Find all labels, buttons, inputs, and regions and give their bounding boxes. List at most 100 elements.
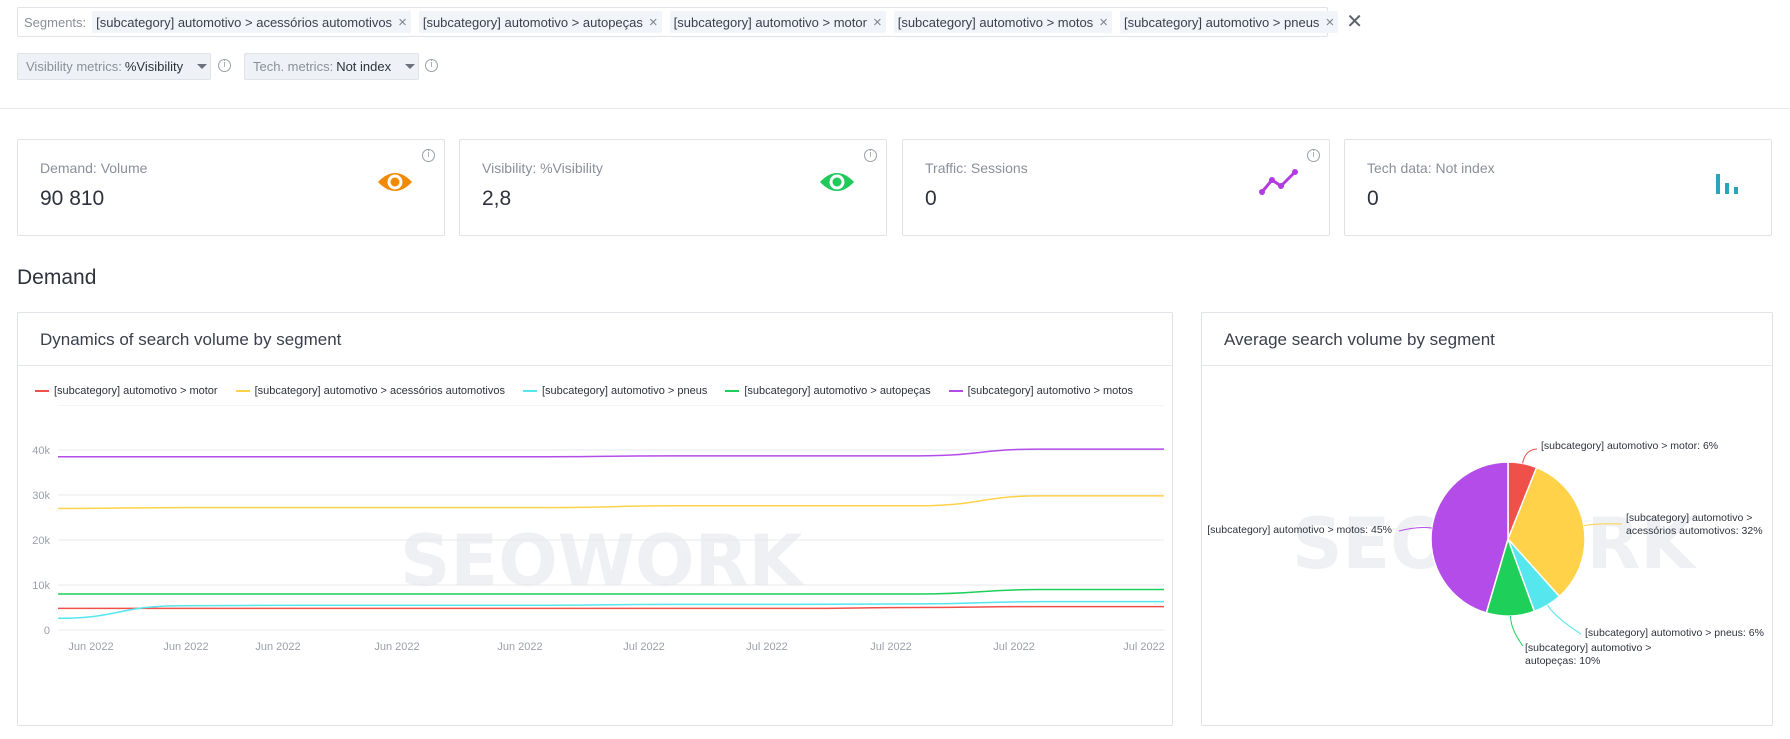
eye-icon <box>378 173 412 191</box>
kpi-label: Demand: Volume <box>40 160 148 176</box>
y-tick-label: 0 <box>44 625 50 637</box>
leader-line <box>1547 604 1582 635</box>
tech-metrics-select[interactable]: Tech. metrics: Not index <box>244 53 419 80</box>
kpi-card-traffic: i Traffic: Sessions 0 <box>902 139 1330 236</box>
info-icon[interactable]: i <box>1307 149 1320 162</box>
x-tick-label: Jun 2022 <box>497 641 542 653</box>
kpi-value: 0 <box>1367 187 1379 210</box>
segment-chip-label: [subcategory] automotivo > acessórios au… <box>96 14 393 30</box>
legend-label: [subcategory] automotivo > acessórios au… <box>254 385 505 397</box>
legend-swatch <box>35 390 49 392</box>
legend-label: [subcategory] automotivo > autopeças <box>744 385 931 397</box>
pie-label: acessórios automotivos: 32% <box>1626 525 1763 537</box>
chart-legend: [subcategory] automotivo > motor [subcat… <box>35 385 1151 397</box>
divider <box>1202 365 1772 366</box>
divider <box>18 365 1172 366</box>
series-line <box>58 605 1164 610</box>
legend-swatch <box>522 390 537 392</box>
legend-item[interactable]: [subcategory] automotivo > motos <box>948 385 1133 397</box>
x-tick-label: Jun 2022 <box>68 641 113 653</box>
visibility-metrics-value: %Visibility <box>124 59 184 74</box>
close-icon[interactable]: × <box>1099 13 1108 31</box>
series-line <box>57 600 1164 620</box>
info-icon[interactable]: i <box>218 59 231 72</box>
pie-slice[interactable] <box>1430 461 1509 614</box>
legend-item[interactable]: [subcategory] automotivo > autopeças <box>725 385 931 397</box>
x-tick-label: Jul 2022 <box>870 641 912 653</box>
legend-label: [subcategory] automotivo > pneus <box>541 385 708 397</box>
segment-filter-bar: Segments: [subcategory] automotivo > ace… <box>17 7 1363 37</box>
leader-line <box>1509 615 1524 647</box>
y-tick-label: 40k <box>32 445 50 457</box>
visibility-metrics-label: Visibility metrics: <box>26 59 122 74</box>
segment-chip[interactable]: [subcategory] automotivo > autopeças × <box>418 11 662 33</box>
series-line <box>57 588 1164 595</box>
series-line <box>57 448 1164 458</box>
x-tick-label: Jun 2022 <box>163 641 208 653</box>
tech-metrics-value: Not index <box>336 59 392 74</box>
clear-all-icon[interactable]: ✕ <box>1346 11 1363 33</box>
segment-chip[interactable]: [subcategory] automotivo > pneus × <box>1119 11 1339 33</box>
info-icon[interactable]: i <box>864 149 877 162</box>
watermark: SEOWORK <box>400 520 805 602</box>
kpi-label: Traffic: Sessions <box>925 160 1028 176</box>
legend-item[interactable]: [subcategory] automotivo > acessórios au… <box>235 385 505 397</box>
chevron-down-icon <box>197 64 208 69</box>
segment-chip-label: [subcategory] automotivo > motos <box>897 14 1094 30</box>
panel-title: Dynamics of search volume by segment <box>40 330 342 349</box>
segment-chip[interactable]: [subcategory] automotivo > acessórios au… <box>92 11 411 33</box>
kpi-card-visibility: i Visibility: %Visibility 2,8 <box>459 139 887 236</box>
y-tick-label: 10k <box>32 580 50 592</box>
x-tick-label: Jul 2022 <box>746 641 788 653</box>
close-icon[interactable]: × <box>872 13 882 31</box>
pie-chart: SEOWORK [subcategory] automotivo > motor… <box>1207 440 1764 667</box>
pie-label: [subcategory] automotivo > motor: 6% <box>1541 440 1718 452</box>
tech-metrics-label: Tech. metrics: <box>253 59 334 74</box>
segment-chip[interactable]: [subcategory] automotivo > motor × <box>669 11 886 33</box>
pie-label: autopeças: 10% <box>1525 655 1600 667</box>
kpi-value: 2,8 <box>482 187 512 210</box>
close-icon[interactable]: × <box>398 13 407 31</box>
kpi-value: 90 810 <box>40 187 105 210</box>
pie-label: [subcategory] automotivo > <box>1525 642 1651 654</box>
segment-chip-label: [subcategory] automotivo > autopeças <box>422 14 643 30</box>
close-icon[interactable]: × <box>1325 13 1335 31</box>
x-tick-label: Jul 2022 <box>993 641 1035 653</box>
visibility-metrics-select[interactable]: Visibility metrics: %Visibility <box>17 53 211 80</box>
segment-chip[interactable]: [subcategory] automotivo > motos × <box>893 11 1112 33</box>
section-title: Demand <box>17 266 97 289</box>
y-tick-label: 30k <box>32 490 50 502</box>
legend-item[interactable]: [subcategory] automotivo > motor <box>35 385 218 397</box>
segment-chip-label: [subcategory] automotivo > motor <box>673 14 867 30</box>
series-line <box>57 495 1164 510</box>
bar-chart-icon <box>1716 174 1738 194</box>
kpi-value: 0 <box>925 187 937 210</box>
x-tick-label: Jul 2022 <box>623 641 665 653</box>
close-icon[interactable]: × <box>648 13 658 31</box>
legend-item[interactable]: [subcategory] automotivo > pneus <box>522 385 708 397</box>
kpi-card-demand: i Demand: Volume 90 810 <box>17 139 445 236</box>
kpi-label: Tech data: Not index <box>1367 160 1495 176</box>
trend-icon <box>1259 169 1298 195</box>
info-icon[interactable]: i <box>425 59 438 72</box>
y-tick-label: 20k <box>32 535 50 547</box>
chevron-down-icon <box>405 64 416 69</box>
line-chart-panel: Dynamics of search volume by segment [su… <box>17 312 1173 726</box>
pie-label: [subcategory] automotivo > <box>1626 512 1752 524</box>
eye-icon <box>820 173 854 191</box>
leader-line <box>1583 523 1623 527</box>
x-tick-label: Jul 2022 <box>1123 641 1165 653</box>
divider <box>0 108 1790 109</box>
panel-title: Average search volume by segment <box>1224 330 1495 349</box>
legend-swatch <box>948 390 963 392</box>
pie-chart-panel: Average search volume by segment SEOWORK… <box>1201 312 1773 726</box>
kpi-label: Visibility: %Visibility <box>482 160 603 176</box>
kpi-card-tech: Tech data: Not index 0 <box>1344 139 1772 236</box>
legend-swatch <box>725 390 740 392</box>
info-icon[interactable]: i <box>422 149 435 162</box>
legend-label: [subcategory] automotivo > motos <box>967 385 1133 397</box>
pie-slice[interactable] <box>1507 466 1586 598</box>
x-tick-label: Jun 2022 <box>255 641 300 653</box>
leader-line <box>1522 448 1538 464</box>
segment-chip-label: [subcategory] automotivo > pneus <box>1123 14 1320 30</box>
